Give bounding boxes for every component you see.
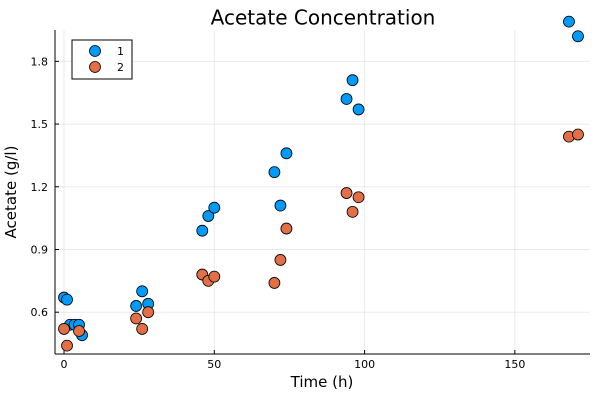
legend-label-series-2: 2 bbox=[117, 61, 124, 74]
data-point-series-2 bbox=[136, 323, 149, 335]
x-tick-label: 100 bbox=[354, 358, 375, 371]
y-tick-label: 1.2 bbox=[31, 181, 49, 194]
x-axis-ticks: 0 50 100 150 bbox=[61, 350, 525, 371]
legend-marker-series-1 bbox=[89, 45, 101, 57]
y-tick-label: 0.9 bbox=[31, 243, 49, 256]
data-point-series-2 bbox=[61, 339, 73, 352]
data-point-series-1 bbox=[280, 147, 293, 160]
y-tick-label: 1.8 bbox=[31, 55, 49, 68]
data-point-series-1 bbox=[136, 285, 149, 298]
data-point-series-1 bbox=[572, 30, 584, 43]
legend: 1 2 bbox=[71, 39, 133, 80]
data-point-series-1 bbox=[352, 103, 365, 116]
data-point-series-1 bbox=[196, 224, 209, 237]
data-point-series-1 bbox=[202, 210, 215, 222]
y-tick-label: 1.5 bbox=[31, 118, 49, 131]
data-points bbox=[58, 15, 584, 352]
data-point-series-2 bbox=[208, 270, 221, 283]
data-point-series-1 bbox=[130, 300, 143, 312]
data-point-series-2 bbox=[572, 128, 584, 141]
data-point-series-1 bbox=[340, 93, 353, 105]
data-point-series-2 bbox=[346, 205, 359, 218]
data-point-series-2 bbox=[280, 222, 293, 235]
data-point-series-1 bbox=[563, 15, 575, 28]
data-point-series-1 bbox=[268, 166, 281, 179]
legend-label-series-1: 1 bbox=[117, 45, 124, 58]
data-point-series-1 bbox=[274, 199, 287, 212]
data-point-series-2 bbox=[142, 306, 155, 319]
data-point-series-2 bbox=[352, 191, 365, 204]
x-tick-label: 50 bbox=[207, 358, 221, 371]
data-point-series-2 bbox=[268, 277, 281, 289]
data-point-series-2 bbox=[340, 187, 353, 199]
x-tick-label: 150 bbox=[504, 358, 525, 371]
x-tick-label: 0 bbox=[61, 358, 68, 371]
x-axis-label: Time (h) bbox=[290, 373, 354, 391]
data-point-series-1 bbox=[61, 293, 73, 306]
data-point-series-1 bbox=[346, 74, 359, 87]
data-point-series-2 bbox=[58, 323, 70, 335]
data-point-series-1 bbox=[208, 201, 221, 214]
chart-title: Acetate Concentration bbox=[211, 6, 436, 30]
data-point-series-2 bbox=[130, 312, 143, 325]
legend-marker-series-2 bbox=[89, 61, 101, 73]
data-point-series-2 bbox=[274, 254, 287, 266]
y-tick-label: 0.6 bbox=[31, 306, 49, 319]
y-axis-label: Acetate (g/l) bbox=[2, 146, 20, 239]
legend-box bbox=[71, 39, 133, 80]
y-axis-ticks: 0.6 0.9 1.2 1.5 1.8 bbox=[31, 55, 59, 319]
data-point-series-2 bbox=[73, 325, 85, 337]
